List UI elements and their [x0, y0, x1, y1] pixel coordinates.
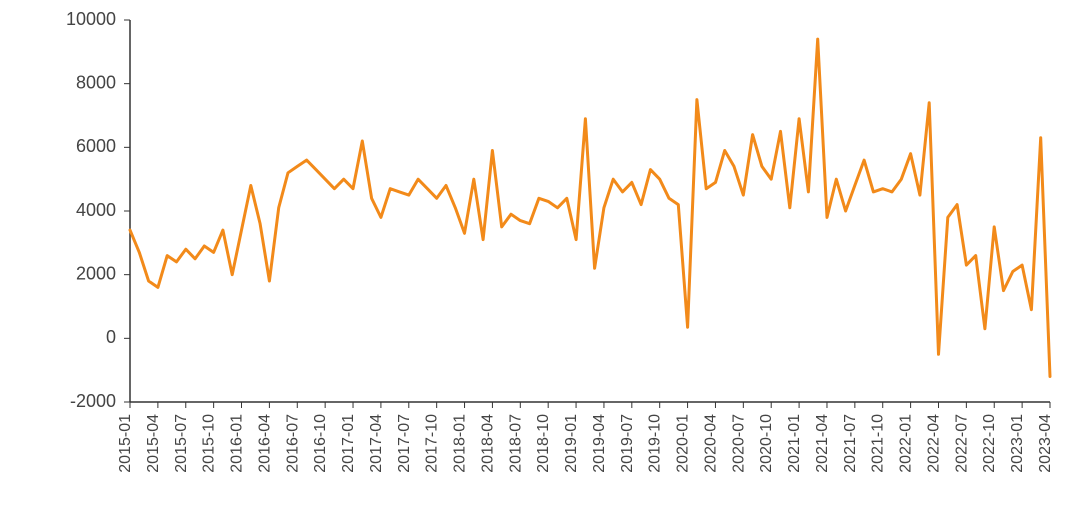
y-tick-label: -2000 [70, 391, 116, 411]
x-tick-label: 2018-10 [535, 414, 552, 473]
x-tick-label: 2021-07 [842, 414, 859, 473]
x-tick-label: 2018-07 [507, 414, 524, 473]
y-tick-label: 6000 [76, 136, 116, 156]
x-tick-label: 2015-07 [173, 414, 190, 473]
x-tick-label: 2020-04 [702, 414, 719, 473]
y-tick-label: 2000 [76, 263, 116, 283]
x-tick-label: 2016-10 [312, 414, 329, 473]
x-tick-label: 2022-01 [898, 414, 915, 473]
x-tick-label: 2016-07 [284, 414, 301, 473]
x-tick-label: 2022-07 [953, 414, 970, 473]
x-tick-label: 2019-04 [591, 414, 608, 473]
x-tick-label: 2017-04 [368, 414, 385, 473]
x-tick-label: 2016-04 [256, 414, 273, 473]
x-tick-label: 2017-07 [396, 414, 413, 473]
x-tick-label: 2021-10 [870, 414, 887, 473]
x-tick-label: 2015-04 [145, 414, 162, 473]
x-tick-label: 2017-01 [340, 414, 357, 473]
x-tick-label: 2021-04 [814, 414, 831, 473]
x-tick-label: 2020-01 [675, 414, 692, 473]
x-tick-label: 2019-01 [563, 414, 580, 473]
y-tick-label: 8000 [76, 72, 116, 92]
x-tick-label: 2019-10 [647, 414, 664, 473]
series-line [130, 39, 1050, 376]
y-tick-label: 10000 [66, 9, 116, 29]
x-tick-label: 2019-07 [619, 414, 636, 473]
x-tick-label: 2020-07 [730, 414, 747, 473]
x-tick-label: 2021-01 [786, 414, 803, 473]
x-tick-label: 2018-04 [479, 414, 496, 473]
chart-svg: -2000 0 2000 4000 6000 8000 10000 2015-01 2015-0… [0, 0, 1080, 507]
line-chart: -2000 0 2000 4000 6000 8000 10000 2015-01 2015-0… [0, 0, 1080, 507]
x-tick-label: 2023-04 [1037, 414, 1054, 473]
x-tick-label: 2017-10 [424, 414, 441, 473]
x-tick-label: 2022-04 [925, 414, 942, 473]
x-tick-label: 2020-10 [758, 414, 775, 473]
x-tick-label: 2023-01 [1009, 414, 1026, 473]
y-tick-label: 0 [106, 327, 116, 347]
x-tick-label: 2018-01 [452, 414, 469, 473]
x-tick-label: 2022-10 [981, 414, 998, 473]
y-tick-label: 4000 [76, 200, 116, 220]
x-tick-label: 2015-10 [201, 414, 218, 473]
x-tick-label: 2016-01 [229, 414, 246, 473]
x-tick-label: 2015-01 [117, 414, 134, 473]
